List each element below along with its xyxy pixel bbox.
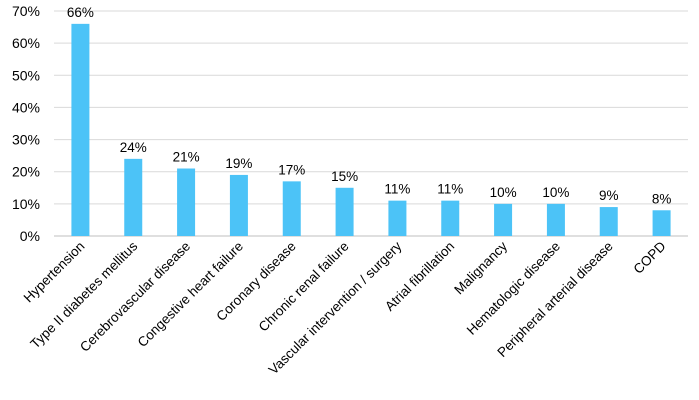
bar [335, 187, 354, 236]
x-tick-label: Cerebrovascular disease [77, 239, 193, 355]
bars [71, 23, 671, 236]
y-tick-label: 70% [12, 3, 40, 19]
data-label: 8% [652, 191, 672, 206]
y-tick-label: 10% [12, 196, 40, 212]
y-axis-ticks: 0% 10% 20% 30% 40% 50% 60% 70% [12, 3, 40, 244]
bar [282, 181, 301, 236]
data-label: 21% [173, 150, 200, 165]
data-label: 9% [599, 188, 619, 203]
data-label: 11% [437, 182, 463, 197]
y-tick-label: 50% [12, 67, 40, 83]
gridlines [54, 10, 688, 237]
y-tick-label: 40% [12, 99, 40, 115]
data-label: 19% [225, 156, 252, 171]
x-tick-label: Type II diabetes mellitus [27, 238, 140, 351]
bar [494, 203, 513, 236]
bar [229, 174, 248, 236]
bar [71, 23, 90, 236]
x-tick-label: Hematologic disease [464, 239, 563, 338]
bar [652, 210, 671, 236]
x-tick-label: Congestive heart failure [135, 239, 246, 350]
bar [441, 200, 460, 236]
bar [177, 168, 196, 236]
bar [388, 200, 407, 236]
data-label: 15% [331, 169, 358, 184]
data-label: 24% [120, 140, 147, 155]
y-tick-label: 20% [12, 164, 40, 180]
x-tick-label: Chronic renal failure [256, 239, 352, 335]
bar [546, 203, 565, 236]
y-tick-label: 60% [12, 35, 40, 51]
y-tick-label: 30% [12, 132, 40, 148]
y-tick-label: 0% [20, 228, 40, 244]
data-label: 11% [384, 182, 410, 197]
data-labels: 66% 24% 21% 19% 17% 15% 11% 11% 10% 10% 9% 8% [67, 5, 671, 206]
data-label: 17% [278, 162, 305, 177]
bar [599, 207, 618, 236]
data-label: 66% [67, 5, 94, 20]
data-label: 10% [490, 185, 517, 200]
x-tick-label: COPD [631, 238, 669, 276]
data-label: 10% [542, 185, 569, 200]
bar [124, 158, 143, 236]
